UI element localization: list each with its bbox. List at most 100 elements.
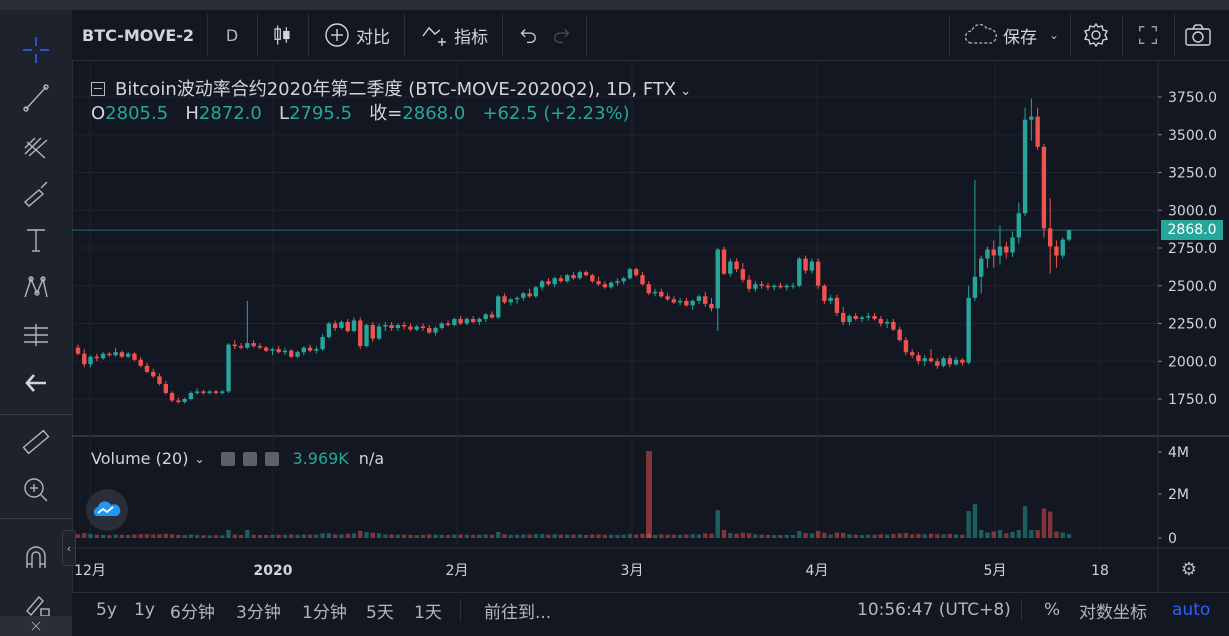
candle-body	[665, 296, 670, 300]
save-button[interactable]: 保存 ⌄	[956, 10, 1066, 60]
auto-scale-toggle[interactable]: auto	[1172, 600, 1211, 620]
range-6min[interactable]: 6分钟	[170, 602, 215, 623]
volume-bar	[790, 535, 796, 538]
high-label: H	[185, 103, 199, 124]
volume-bar	[270, 534, 275, 538]
candle-body	[903, 340, 909, 353]
volume-bar	[163, 533, 169, 538]
candle-body	[671, 299, 677, 303]
gear-icon[interactable]	[242, 451, 257, 466]
range-5y[interactable]: 5y	[96, 600, 117, 620]
volume-bar	[157, 534, 162, 538]
range-5d[interactable]: 5天	[366, 602, 394, 623]
candle-body	[496, 296, 501, 318]
eye-icon[interactable]	[220, 451, 235, 466]
volume-bar	[677, 534, 683, 538]
candle-body	[169, 392, 175, 401]
indicators-button[interactable]: 指标	[414, 10, 494, 60]
interval-button[interactable]: D	[225, 25, 239, 45]
log-scale-toggle[interactable]: 对数坐标	[1079, 602, 1147, 623]
measure-tools-icon[interactable]	[0, 315, 72, 355]
volume-bar	[903, 533, 909, 538]
pattern-icon[interactable]	[0, 268, 72, 308]
candle-body	[1029, 116, 1034, 120]
back-arrow-icon[interactable]	[0, 363, 72, 403]
time-tick-label: 12月	[74, 563, 106, 579]
symbol-legend[interactable]: Bitcoin波动率合约2020年第二季度 (BTC-MOVE-2020Q2),…	[91, 75, 691, 101]
volume-legend[interactable]: Volume (20) ⌄ 3.969K n/a	[91, 449, 384, 468]
candle-body	[1047, 228, 1053, 247]
volume-bar	[834, 532, 840, 538]
undo-button[interactable]	[510, 10, 544, 60]
volume-bar	[194, 535, 200, 538]
close-icon[interactable]	[264, 451, 279, 466]
symbol-search[interactable]: BTC-MOVE-2	[82, 25, 195, 45]
volume-bar	[326, 533, 332, 538]
trend-line-icon[interactable]	[0, 78, 72, 118]
volume-bar	[508, 534, 513, 538]
tradingview-logo[interactable]	[86, 489, 128, 531]
candle-body	[433, 328, 438, 333]
volume-bar	[734, 533, 739, 538]
toolbar-divider	[404, 14, 405, 56]
zoom-in-icon[interactable]	[0, 470, 72, 510]
percent-scale-toggle[interactable]: %	[1044, 600, 1061, 620]
volume-bar	[872, 534, 877, 538]
magnet-icon[interactable]	[0, 537, 72, 577]
candle-body	[552, 278, 557, 285]
goto-date-button[interactable]: 前往到...	[484, 602, 552, 623]
candle-body	[452, 318, 457, 326]
volume-bar	[941, 534, 946, 538]
volume-bar	[427, 534, 432, 538]
collapse-legend-icon[interactable]	[91, 82, 105, 96]
candle-body	[445, 323, 451, 326]
price-tick-label: 3000.0	[1168, 203, 1217, 219]
volume-bar	[841, 533, 846, 538]
compare-button[interactable]: 对比	[317, 10, 397, 60]
volume-bar	[295, 534, 300, 538]
settings-button[interactable]	[1076, 10, 1116, 60]
chevron-down-icon[interactable]: ⌄	[680, 84, 692, 99]
volume-bar	[414, 535, 419, 538]
bottom-divider	[1021, 599, 1022, 621]
brush-icon[interactable]	[0, 173, 72, 213]
fullscreen-button[interactable]	[1128, 10, 1168, 60]
volume-bar	[314, 534, 319, 538]
candle-body	[201, 391, 206, 393]
volume-bar	[634, 534, 639, 538]
volume-bar	[201, 535, 206, 538]
range-1y[interactable]: 1y	[134, 600, 155, 620]
volume-bar	[238, 535, 244, 538]
candle-body	[966, 297, 971, 363]
volume-bar	[828, 534, 833, 538]
candle-body	[376, 326, 382, 339]
candle-body	[590, 275, 595, 282]
volume-bar	[602, 534, 608, 538]
volume-bar	[772, 535, 777, 538]
text-tool-icon[interactable]	[0, 220, 72, 260]
candle-body	[1060, 239, 1065, 256]
volume-bar	[307, 534, 313, 538]
candle-body	[634, 269, 639, 276]
volume-bar	[464, 534, 470, 538]
volume-bar	[82, 533, 87, 538]
range-3min[interactable]: 3分钟	[236, 602, 281, 623]
candle-type-button[interactable]	[262, 10, 302, 60]
clock-timezone[interactable]: 10:56:47 (UTC+8)	[857, 600, 1011, 620]
redo-button[interactable]	[546, 10, 580, 60]
ruler-icon[interactable]	[0, 422, 72, 462]
pitchfork-icon[interactable]	[0, 125, 72, 165]
candle-body	[690, 300, 695, 306]
range-1min[interactable]: 1分钟	[302, 602, 347, 623]
price-tick-label: 3750.0	[1168, 90, 1217, 106]
range-1d[interactable]: 1天	[414, 602, 442, 623]
candle-body	[1022, 119, 1028, 214]
snapshot-button[interactable]	[1178, 10, 1218, 60]
candle-body	[935, 361, 940, 366]
chevron-down-icon[interactable]: ⌄	[194, 451, 205, 466]
volume-bar	[113, 534, 118, 538]
candle-body	[75, 347, 81, 354]
crosshair-icon[interactable]	[0, 30, 72, 70]
candle-body	[1054, 246, 1059, 256]
